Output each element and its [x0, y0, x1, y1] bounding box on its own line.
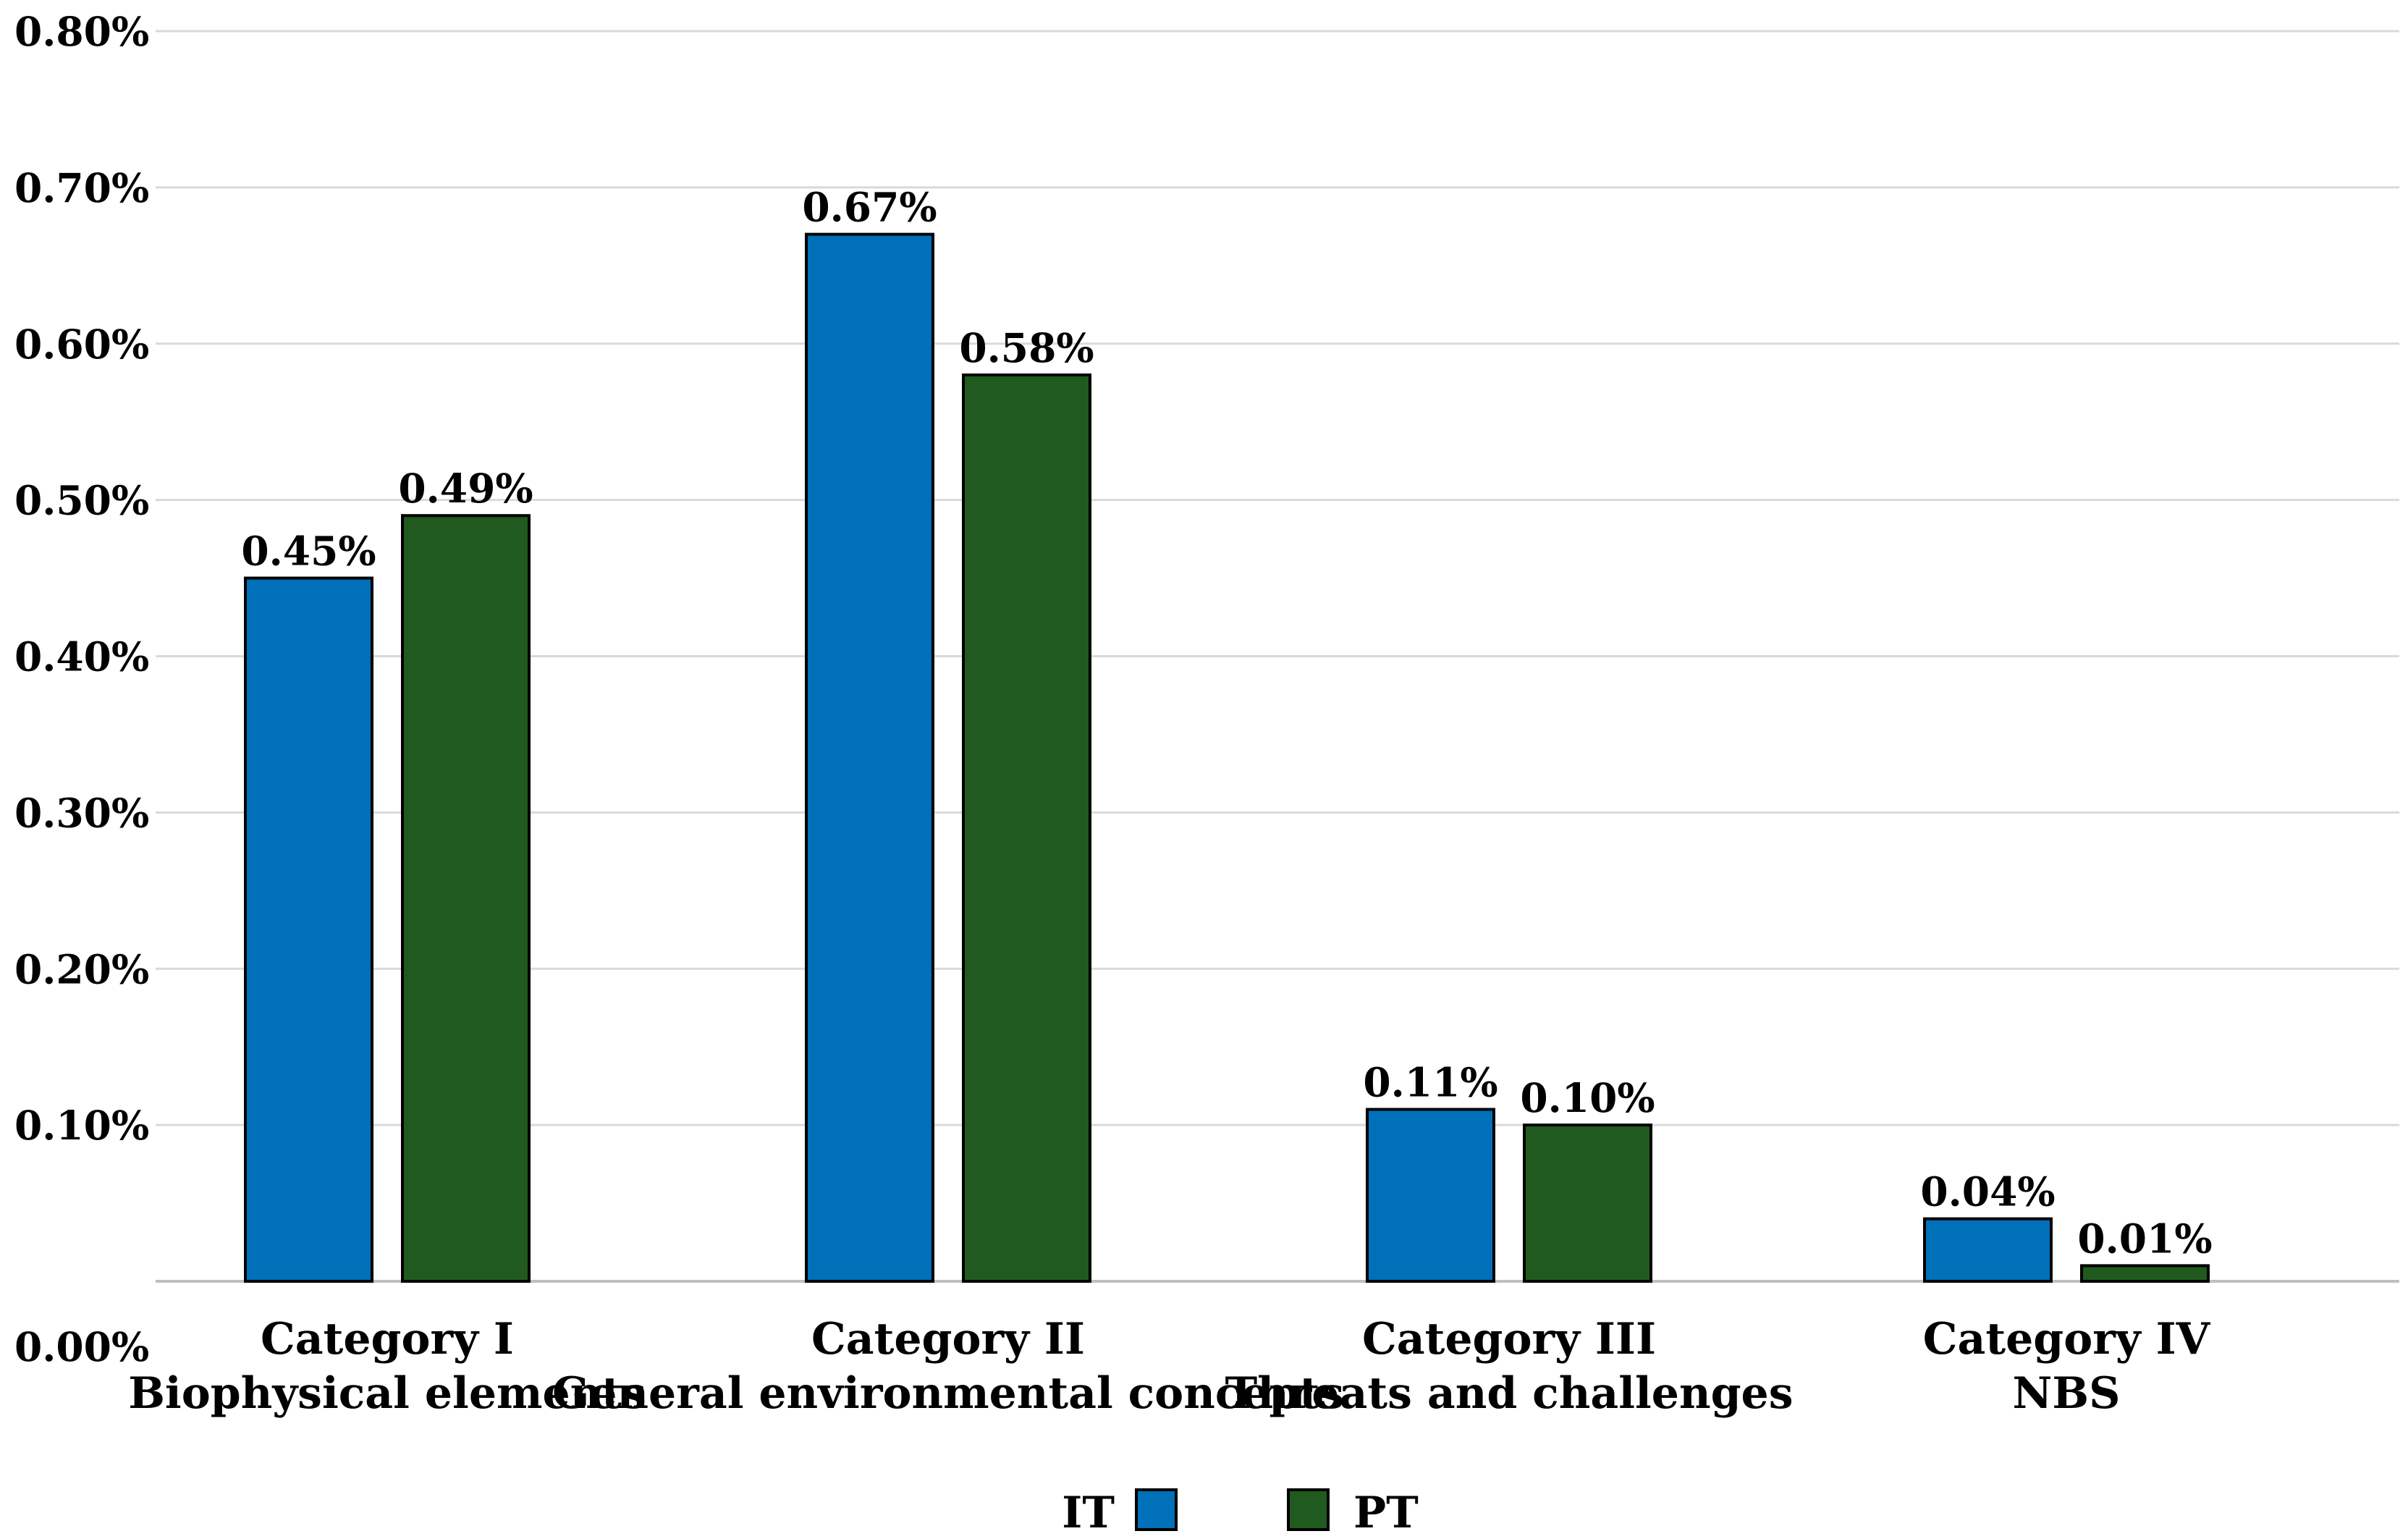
category-label: Category I — [261, 1314, 514, 1365]
legend: IT PT — [1062, 1488, 1419, 1538]
data-label-pt-3: 0.10% — [1520, 1074, 1655, 1121]
data-label-pt-1: 0.49% — [398, 465, 533, 512]
data-label-pt-4: 0.01% — [2077, 1215, 2212, 1262]
category-label: Threats and challenges — [1225, 1368, 1794, 1419]
bar-it-4 — [1923, 1217, 2053, 1283]
bar-it-2 — [805, 232, 934, 1283]
y-tick-label: 0.30% — [14, 789, 149, 836]
category-label: NBS — [2013, 1368, 2121, 1419]
data-label-it-3: 0.11% — [1363, 1059, 1497, 1106]
y-tick-label: 0.00% — [14, 1323, 149, 1370]
bar-it-3 — [1366, 1108, 1495, 1283]
legend-label-it: IT — [1062, 1488, 1115, 1538]
data-labels: 0.45% 0.67% 0.11% 0.04% 0.49% 0.58% 0.10% 0.01% — [241, 184, 2212, 1262]
y-tick-label: 0.40% — [14, 633, 149, 680]
data-label-it-1: 0.45% — [241, 528, 376, 575]
category-label: Biophysical elements — [128, 1368, 646, 1419]
data-label-it-4: 0.04% — [1920, 1168, 2055, 1215]
y-tick-label: 0.60% — [14, 321, 149, 368]
legend-label-pt: PT — [1353, 1488, 1419, 1538]
y-tick-label: 0.80% — [14, 8, 149, 55]
y-tick-label: 0.50% — [14, 477, 149, 524]
y-tick-label: 0.70% — [14, 164, 149, 211]
data-label-it-2: 0.67% — [802, 184, 937, 231]
category-label: Category IV — [1923, 1314, 2211, 1365]
category-label: Category III — [1362, 1314, 1656, 1365]
y-axis-tick-labels: 0.00% 0.10% 0.20% 0.30% 0.40% 0.50% 0.60% 0.70%… — [14, 8, 149, 1370]
y-tick-label: 0.10% — [14, 1102, 149, 1149]
bars — [244, 232, 2210, 1283]
bar-pt-1 — [401, 514, 531, 1283]
legend-swatch-it — [1135, 1488, 1178, 1531]
data-label-pt-2: 0.58% — [959, 324, 1094, 371]
y-tick-label: 0.20% — [14, 945, 149, 992]
bar-pt-2 — [962, 373, 1091, 1283]
bar-pt-4 — [2080, 1264, 2210, 1283]
bar-it-1 — [244, 576, 373, 1283]
category-label: General environmental concepts — [552, 1368, 1344, 1419]
category-label: Category II — [811, 1314, 1085, 1365]
bar-pt-3 — [1523, 1123, 1652, 1283]
legend-swatch-pt — [1287, 1488, 1330, 1531]
